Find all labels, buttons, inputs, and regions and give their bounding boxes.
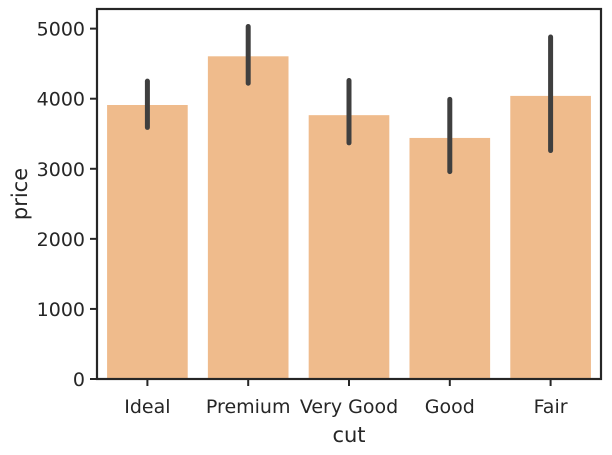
- y-tick-label: 2000: [37, 229, 85, 251]
- bar-very-good: [308, 115, 390, 380]
- y-tick-label: 0: [73, 369, 85, 391]
- x-tick-label: Fair: [534, 396, 568, 418]
- bar-good: [409, 137, 491, 379]
- bar-ideal: [107, 105, 188, 379]
- error-bars-group: [144, 24, 554, 175]
- y-axis-ticks: 0 1000 2000 3000 4000 5000: [37, 19, 97, 391]
- y-tick-label: 5000: [37, 19, 85, 41]
- y-tick-label: 3000: [37, 159, 85, 181]
- x-tick-label: Ideal: [124, 396, 170, 418]
- bar-premium: [207, 56, 289, 379]
- x-axis-ticks: Ideal Premium Very Good Good Fair: [124, 379, 568, 418]
- plot-frame: [95, 7, 603, 381]
- x-axis-label: cut: [332, 423, 365, 447]
- x-tick-label: Very Good: [300, 396, 398, 418]
- y-tick-label: 1000: [37, 299, 85, 321]
- x-tick-label: Premium: [206, 396, 291, 418]
- y-axis-label: price: [8, 168, 32, 220]
- y-tick-label: 4000: [37, 89, 85, 111]
- bars-group: [107, 56, 591, 380]
- x-tick-label: Good: [425, 396, 475, 418]
